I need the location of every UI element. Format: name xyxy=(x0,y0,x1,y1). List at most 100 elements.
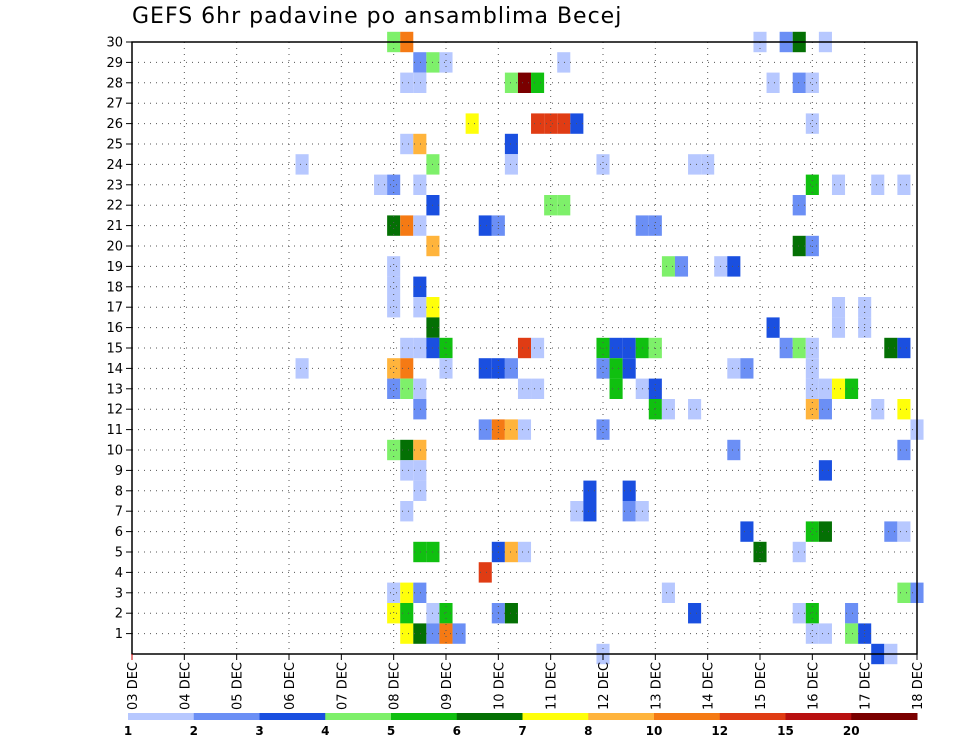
y-tick-label: 12 xyxy=(106,403,123,418)
heatmap-cell xyxy=(517,72,532,93)
y-tick-label: 24 xyxy=(106,158,123,173)
heatmap-cell xyxy=(387,276,401,297)
y-tick-label: 15 xyxy=(106,342,123,357)
y-tick-label: 11 xyxy=(106,423,123,438)
heatmap-cell xyxy=(374,174,388,195)
heatmap-cell xyxy=(609,358,623,379)
colorbar-swatch xyxy=(259,713,326,720)
heatmap-cell xyxy=(688,399,702,420)
y-tick-label: 22 xyxy=(106,199,123,214)
heatmap-cell xyxy=(413,276,427,297)
heatmap-cell xyxy=(805,399,819,420)
x-tick-label: 10 DEC xyxy=(492,662,507,710)
heatmap-cell xyxy=(583,480,597,501)
heatmap-cell xyxy=(727,256,741,277)
y-tick-label: 7 xyxy=(115,505,123,520)
heatmap-cell xyxy=(531,337,545,359)
y-tick-label: 25 xyxy=(106,138,123,153)
heatmap-cell xyxy=(413,174,427,195)
heatmap-cell xyxy=(609,337,623,359)
heatmap-cell xyxy=(478,562,492,583)
y-tick-label: 4 xyxy=(115,566,123,581)
heatmap-cell xyxy=(818,378,832,399)
heatmap-cell xyxy=(517,541,532,563)
heatmap-cell xyxy=(400,378,414,399)
heatmap-cell xyxy=(766,317,780,338)
x-tick-label: 08 DEC xyxy=(388,662,403,710)
heatmap-cell xyxy=(387,256,401,277)
heatmap-cell xyxy=(413,460,427,481)
heatmap-cell xyxy=(504,603,518,624)
heatmap-cell xyxy=(504,358,518,379)
y-tick-label: 16 xyxy=(106,321,123,336)
y-tick-label: 30 xyxy=(106,36,123,51)
y-tick-label: 10 xyxy=(106,444,123,459)
heatmap-cell xyxy=(596,154,610,175)
y-tick-label: 13 xyxy=(106,382,123,397)
heatmap-cell xyxy=(609,378,623,399)
x-tick-label: 16 DEC xyxy=(806,662,821,710)
heatmap-cell xyxy=(792,72,806,93)
y-tick-label: 18 xyxy=(106,280,123,295)
heatmap-cell xyxy=(871,399,885,420)
y-tick-label: 20 xyxy=(106,240,123,255)
chart-title: GEFS 6hr padavine po ansamblima Becej xyxy=(132,4,623,29)
x-tick-label: 04 DEC xyxy=(178,662,193,710)
heatmap-cell xyxy=(897,439,911,461)
y-tick-label: 17 xyxy=(106,301,123,316)
heatmap-cell xyxy=(400,439,414,461)
heatmap-cell xyxy=(831,317,846,338)
heatmap-cell xyxy=(387,603,401,624)
heatmap-cell xyxy=(792,195,806,216)
colorbar-swatch xyxy=(522,713,589,720)
heatmap-cell xyxy=(478,358,492,379)
colorbar-swatch xyxy=(456,713,523,720)
heatmap-cell xyxy=(439,623,453,644)
heatmap-cell xyxy=(517,337,532,359)
heatmap-cell xyxy=(557,195,571,216)
heatmap-cell xyxy=(413,378,427,399)
heatmap-cell xyxy=(517,378,532,399)
heatmap-cell xyxy=(622,358,636,379)
heatmap-cell xyxy=(648,215,662,236)
heatmap-cell xyxy=(413,480,427,501)
heatmap-cell xyxy=(622,501,636,522)
heatmap-cell xyxy=(727,439,741,461)
y-tick-label: 1 xyxy=(115,627,123,642)
y-tick-label: 3 xyxy=(115,586,123,601)
heatmap-cell xyxy=(387,582,401,603)
heatmap-cell xyxy=(648,378,662,399)
heatmap-cell xyxy=(504,541,518,563)
heatmap-cell xyxy=(792,337,806,359)
heatmap-cell xyxy=(478,419,492,440)
heatmap-cell xyxy=(818,623,832,644)
heatmap-cell xyxy=(557,113,571,134)
heatmap-cell xyxy=(413,399,427,420)
heatmap-cell xyxy=(674,256,689,277)
heatmap-cell xyxy=(413,623,427,644)
heatmap-cells xyxy=(295,31,924,665)
colorbar-label: 3 xyxy=(255,724,263,738)
colorbar-label: 5 xyxy=(387,724,395,738)
x-tick-label: 12 DEC xyxy=(597,662,612,710)
colorbar-label: 4 xyxy=(321,724,329,738)
x-tick-label: 09 DEC xyxy=(440,662,455,710)
heatmap-cell xyxy=(387,358,401,379)
colorbar-label: 6 xyxy=(453,724,461,738)
heatmap-cell xyxy=(400,133,414,155)
heatmap-cell xyxy=(400,460,414,481)
colorbar-swatch xyxy=(654,713,721,720)
heatmap-cell xyxy=(805,358,819,379)
heatmap-cell xyxy=(688,154,702,175)
heatmap-cell xyxy=(295,358,309,379)
colorbar-swatch xyxy=(391,713,458,720)
colorbar-swatch xyxy=(128,713,195,720)
y-tick-label: 29 xyxy=(106,56,123,71)
heatmap-cell xyxy=(792,541,806,563)
heatmap-cell xyxy=(818,399,832,420)
heatmap-cell xyxy=(727,358,741,379)
heatmap-cell xyxy=(805,72,819,93)
heatmap-cell xyxy=(596,358,610,379)
x-tick-label: 17 DEC xyxy=(859,662,874,710)
heatmap-cell xyxy=(622,337,636,359)
